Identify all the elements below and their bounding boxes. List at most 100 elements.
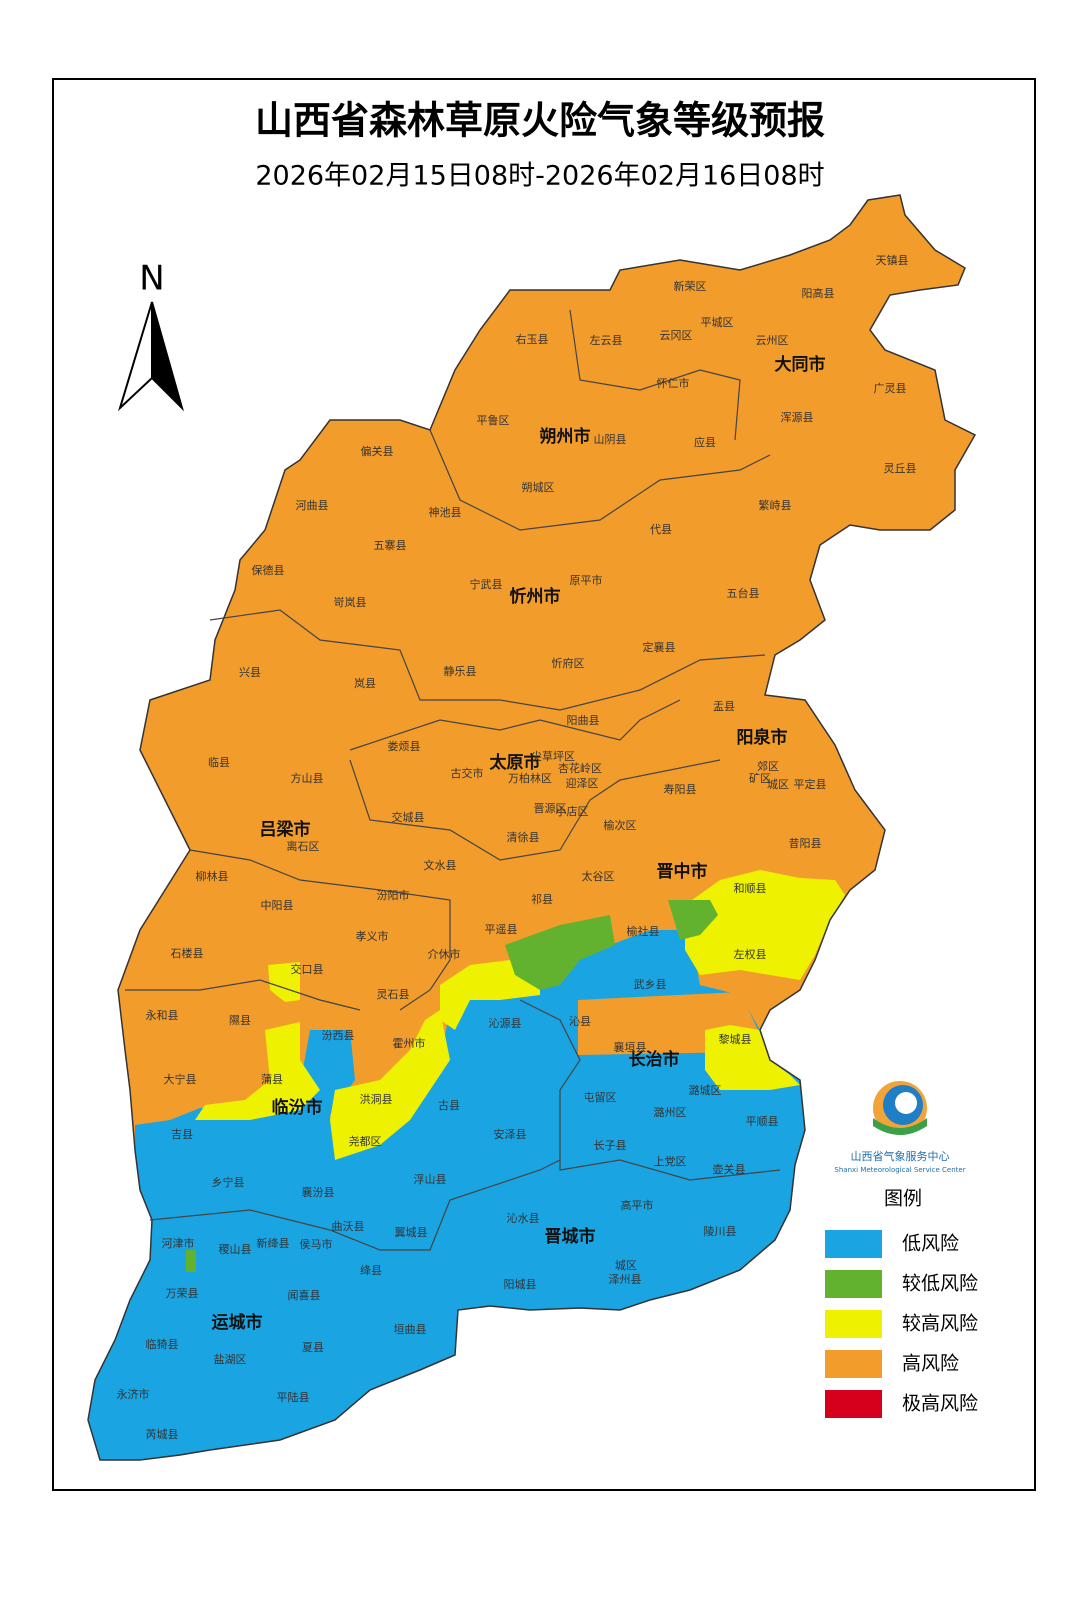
county-label: 城区 [767, 778, 789, 791]
county-label: 古县 [438, 1099, 460, 1112]
legend-swatch [825, 1350, 882, 1378]
region-border [569, 309, 741, 441]
city-label: 吕梁市 [260, 819, 311, 840]
county-label: 黎城县 [719, 1032, 752, 1046]
county-label: 矿区 [749, 772, 771, 785]
county-label: 方山县 [291, 771, 324, 785]
county-label: 尖草坪区 [531, 750, 575, 763]
county-label: 翼城县 [395, 1226, 428, 1239]
county-label: 灵石县 [377, 988, 410, 1001]
legend-swatch [825, 1390, 882, 1418]
logo-name: 山西省气象服务中心 [851, 1149, 950, 1163]
county-label: 洪洞县 [360, 1092, 393, 1106]
legend-label: 较低风险 [902, 1273, 978, 1295]
legend-swatch [825, 1270, 882, 1298]
city-label: 晋中市 [657, 861, 708, 882]
county-label: 离石区 [287, 839, 320, 853]
county-label: 高平市 [621, 1198, 654, 1212]
county-label: 杏花岭区 [558, 761, 602, 775]
county-label: 大宁县 [164, 1072, 197, 1086]
county-label: 偏关县 [361, 444, 394, 458]
county-label: 盂县 [713, 700, 735, 713]
region-border [125, 979, 361, 1011]
county-label: 娄烦县 [388, 740, 421, 753]
county-label: 朔城区 [522, 481, 555, 494]
county-label: 静乐县 [444, 664, 477, 678]
county-label: 应县 [694, 435, 716, 449]
medium-low-risk-zone [668, 900, 718, 940]
medium-high-risk-zone [685, 870, 845, 980]
county-label: 五台县 [727, 586, 760, 600]
county-label: 河津市 [162, 1236, 195, 1250]
county-label: 保德县 [252, 563, 285, 577]
logo-english: Shanxi Meteorological Service Center [834, 1166, 965, 1174]
county-label: 交口县 [291, 962, 324, 976]
county-label: 云州区 [756, 334, 789, 347]
county-label: 河曲县 [296, 499, 329, 512]
county-label: 灵丘县 [884, 462, 917, 475]
county-label: 襄垣县 [614, 1040, 647, 1054]
legend-label: 较高风险 [902, 1313, 978, 1335]
county-label: 平顺县 [746, 1115, 779, 1128]
city-label: 运城市 [212, 1312, 263, 1333]
county-label: 闻喜县 [288, 1288, 321, 1302]
county-label: 沁县 [569, 1015, 591, 1028]
county-label: 昔阳县 [789, 837, 822, 850]
county-label: 左权县 [734, 948, 767, 961]
county-label: 阳城县 [504, 1278, 537, 1291]
county-label: 郊区 [757, 760, 779, 773]
county-label: 浑源县 [781, 410, 814, 424]
legend-label: 高风险 [902, 1353, 959, 1375]
county-label: 阳曲县 [567, 714, 600, 727]
legend-label: 极高风险 [902, 1393, 978, 1415]
city-label: 长治市 [629, 1049, 680, 1070]
region-border [209, 609, 766, 711]
city-label: 太原市 [490, 752, 541, 773]
county-label: 上党区 [654, 1155, 687, 1168]
county-label: 新绛县 [257, 1236, 290, 1250]
county-label: 神池县 [429, 505, 462, 519]
county-label: 柳林县 [196, 869, 229, 883]
medium-high-risk-zone [705, 1025, 800, 1090]
county-label: 孝义市 [356, 929, 389, 943]
county-label: 天镇县 [876, 253, 909, 267]
county-label: 代县 [650, 523, 672, 536]
county-label: 繁峙县 [759, 498, 792, 512]
county-label: 垣曲县 [394, 1323, 427, 1336]
county-label: 清徐县 [507, 830, 540, 844]
region-border [349, 699, 681, 751]
medium-low-risk-zone [186, 1250, 196, 1272]
county-label: 潞州区 [654, 1105, 687, 1119]
county-label: 泽州县 [609, 1273, 642, 1286]
city-label: 晋城市 [545, 1226, 596, 1247]
county-label: 和顺县 [734, 882, 767, 895]
county-label: 古交市 [451, 766, 484, 780]
county-label: 原平市 [570, 573, 603, 587]
county-label: 小店区 [556, 804, 589, 818]
legend-swatch [825, 1230, 882, 1258]
region-border [149, 1159, 561, 1251]
county-label: 五寨县 [374, 538, 407, 552]
legend-label: 低风险 [902, 1233, 959, 1255]
county-label: 隰县 [229, 1014, 251, 1027]
region-border [429, 429, 771, 531]
county-label: 太谷区 [582, 870, 615, 883]
county-label: 介休市 [428, 947, 461, 961]
county-label: 兴县 [239, 666, 261, 679]
medium-high-risk-zone [268, 962, 300, 1002]
north-arrow-right [151, 301, 185, 412]
county-label: 霍州市 [393, 1036, 426, 1050]
north-label: N [139, 259, 164, 299]
city-label: 临汾市 [272, 1097, 323, 1118]
county-label: 沁水县 [507, 1212, 540, 1225]
county-label: 乡宁县 [212, 1175, 245, 1189]
county-label: 忻府区 [552, 656, 585, 670]
county-label: 尧都区 [349, 1135, 382, 1148]
county-label: 绛县 [360, 1263, 382, 1277]
logo-ring [895, 1092, 917, 1114]
county-label: 襄汾县 [302, 1185, 335, 1199]
city-label: 朔州市 [540, 426, 591, 447]
county-label: 榆社县 [627, 924, 660, 938]
county-label: 寿阳县 [664, 782, 697, 796]
